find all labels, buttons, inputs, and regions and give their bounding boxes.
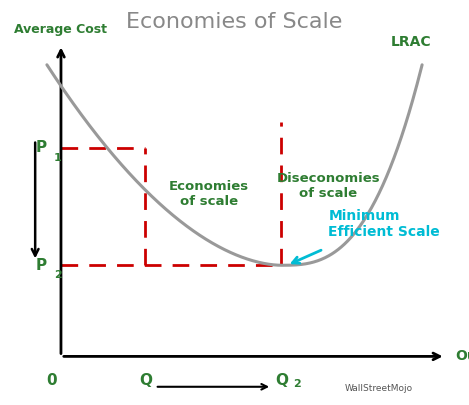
Text: 2: 2 bbox=[293, 379, 301, 389]
Text: P: P bbox=[36, 140, 47, 156]
Text: Average Cost: Average Cost bbox=[14, 23, 107, 36]
Text: 2: 2 bbox=[54, 271, 62, 280]
Text: Q: Q bbox=[139, 373, 152, 388]
Text: P: P bbox=[36, 258, 47, 273]
Text: Economies of Scale: Economies of Scale bbox=[126, 12, 343, 32]
Text: LRAC: LRAC bbox=[391, 34, 431, 49]
Text: Q: Q bbox=[275, 373, 288, 388]
Text: 1: 1 bbox=[54, 153, 62, 163]
Text: Diseconomies
of scale: Diseconomies of scale bbox=[277, 172, 380, 200]
Text: Output: Output bbox=[455, 350, 469, 363]
Text: Economies
of scale: Economies of scale bbox=[169, 180, 249, 209]
Text: WallStreetMojo: WallStreetMojo bbox=[345, 384, 413, 393]
Text: 0: 0 bbox=[46, 373, 57, 388]
Text: Minimum
Efficient Scale: Minimum Efficient Scale bbox=[328, 209, 440, 239]
